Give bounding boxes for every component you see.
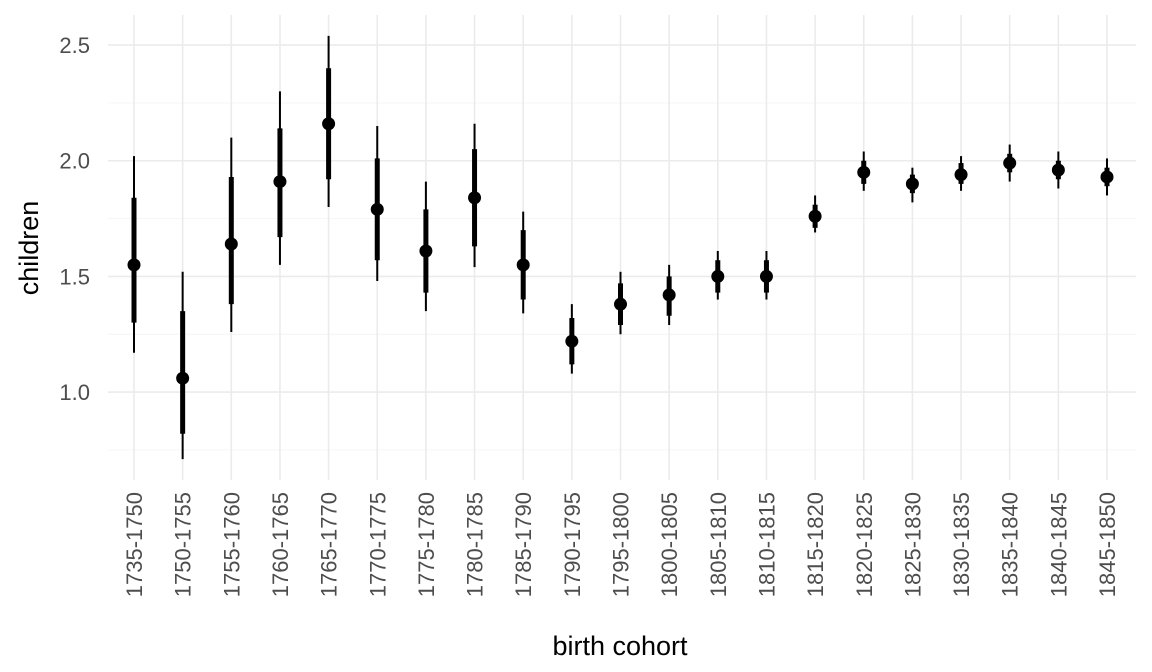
pointrange xyxy=(370,126,384,282)
pointrange xyxy=(759,250,773,300)
x-tick-label: 1835-1840 xyxy=(998,492,1023,597)
x-tick-label: 1775-1780 xyxy=(414,492,439,597)
point-estimate xyxy=(565,334,579,348)
x-tick-label: 1815-1820 xyxy=(803,492,828,597)
x-axis-title: birth cohort xyxy=(552,631,688,661)
pointrange xyxy=(1100,158,1114,196)
point-estimate xyxy=(711,269,725,283)
pointrange xyxy=(565,304,579,374)
y-axis-title: children xyxy=(14,201,44,296)
pointrange xyxy=(176,271,190,460)
x-tick-label: 1795-1800 xyxy=(609,492,634,597)
point-estimate xyxy=(176,371,190,385)
point-estimate xyxy=(1051,163,1065,177)
x-tick-label: 1760-1765 xyxy=(268,492,293,597)
x-tick-label: 1830-1835 xyxy=(949,492,974,597)
point-estimate xyxy=(662,288,676,302)
point-estimate xyxy=(322,117,336,131)
point-estimate xyxy=(808,209,822,223)
point-estimate xyxy=(1003,156,1017,170)
pointrange xyxy=(905,167,919,203)
pointrange xyxy=(1003,144,1017,182)
x-tick-label: 1735-1750 xyxy=(122,492,147,597)
point-estimate xyxy=(614,297,627,311)
x-tick-label: 1785-1790 xyxy=(511,492,536,597)
pointrange xyxy=(322,35,336,208)
grid xyxy=(108,15,1136,480)
point-estimate xyxy=(224,237,238,251)
x-tick-label: 1825-1830 xyxy=(900,492,925,597)
y-axis-ticks: 1.0 1.5 2.0 2.5 xyxy=(59,33,90,405)
point-estimate xyxy=(127,258,141,272)
pointrange xyxy=(468,123,482,268)
pointrange xyxy=(419,181,433,312)
pointrange xyxy=(1051,151,1065,189)
x-tick-label: 1790-1795 xyxy=(560,492,585,597)
pointrange xyxy=(614,271,627,335)
y-tick-label: 1.5 xyxy=(59,264,90,289)
x-axis-ticks: 1735-1750 1750-1755 1755-1760 1760-1765 1765… xyxy=(122,492,1120,597)
y-tick-label: 2.0 xyxy=(59,149,90,174)
pointrange xyxy=(711,250,725,300)
x-tick-label: 1845-1850 xyxy=(1095,492,1120,597)
y-tick-label: 1.0 xyxy=(59,380,90,405)
pointrange xyxy=(954,156,968,191)
pointrange xyxy=(127,156,141,353)
point-estimate xyxy=(370,202,384,216)
x-tick-label: 1800-1805 xyxy=(657,492,682,597)
pointrange xyxy=(662,264,676,325)
y-tick-label: 2.5 xyxy=(59,33,90,58)
point-estimate xyxy=(954,168,968,182)
x-tick-label: 1810-1815 xyxy=(754,492,779,597)
pointrange xyxy=(224,137,238,332)
pointrange xyxy=(857,151,871,191)
x-tick-label: 1770-1775 xyxy=(365,492,390,597)
x-tick-label: 1765-1770 xyxy=(317,492,342,597)
pointrange xyxy=(516,211,530,314)
point-estimate xyxy=(273,175,287,189)
point-estimate xyxy=(419,244,433,258)
x-tick-label: 1820-1825 xyxy=(852,492,877,597)
x-tick-label: 1805-1810 xyxy=(706,492,731,597)
point-estimate xyxy=(516,258,530,272)
point-estimate xyxy=(857,165,871,179)
data-marks xyxy=(127,35,1114,460)
pointrange xyxy=(808,195,822,233)
point-estimate xyxy=(759,269,773,283)
x-tick-label: 1750-1755 xyxy=(171,492,196,597)
point-estimate xyxy=(468,191,482,205)
point-estimate xyxy=(1100,170,1114,184)
x-tick-label: 1840-1845 xyxy=(1046,492,1071,597)
point-estimate xyxy=(905,177,919,191)
pointrange xyxy=(273,91,287,265)
x-tick-label: 1780-1785 xyxy=(463,492,488,597)
x-tick-label: 1755-1760 xyxy=(219,492,244,597)
